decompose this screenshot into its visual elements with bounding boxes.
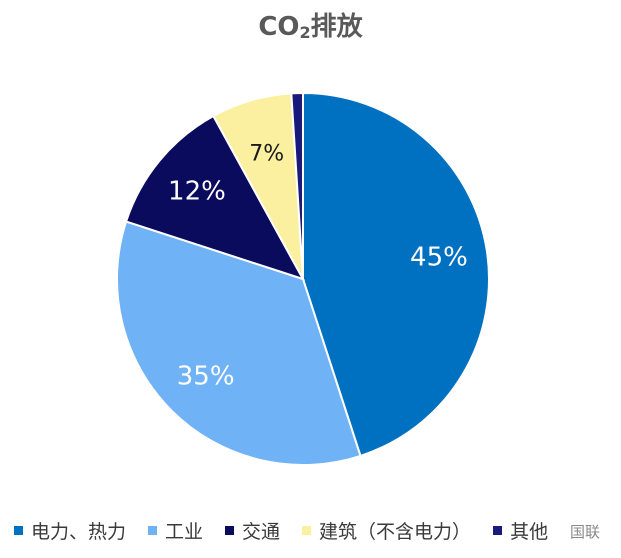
legend-swatch-transport — [225, 525, 235, 535]
pie-slice-transport — [124, 114, 306, 281]
legend-item-industry: 工业 — [148, 517, 203, 544]
legend-item-building: 建筑（不含电力） — [302, 517, 471, 544]
legend-label-building: 建筑（不含电力） — [319, 520, 472, 543]
pie-slice-industry — [116, 220, 362, 466]
pie-chart: 45% 35% 12% 7% — [116, 91, 490, 466]
chart-legend: 电力、热力 工业 交通 建筑（不含电力） 其他 — [14, 516, 614, 544]
legend-swatch-power — [14, 525, 23, 535]
legend-item-transport: 交通 — [225, 517, 280, 544]
data-label-industry: 35% — [177, 361, 235, 391]
data-label-power: 45% — [410, 242, 468, 272]
legend-label-other: 其他 — [510, 520, 549, 543]
data-label-transport: 12% — [168, 176, 226, 206]
chart-title: CO2排放 — [258, 12, 363, 42]
legend-label-industry: 工业 — [165, 520, 204, 543]
pie-slice-power — [302, 91, 490, 458]
legend-item-power: 电力、热力 — [14, 517, 126, 544]
data-label-building: 7% — [249, 141, 284, 166]
legend-swatch-building — [302, 525, 312, 535]
legend-label-transport: 交通 — [242, 520, 281, 543]
legend-swatch-other — [493, 525, 503, 535]
legend-label-power: 电力、热力 — [31, 520, 127, 543]
legend-swatch-industry — [148, 525, 158, 535]
pie-slice-other — [290, 91, 304, 280]
watermark-text: 国联 — [566, 520, 603, 543]
legend-item-other: 其他 — [493, 517, 548, 544]
